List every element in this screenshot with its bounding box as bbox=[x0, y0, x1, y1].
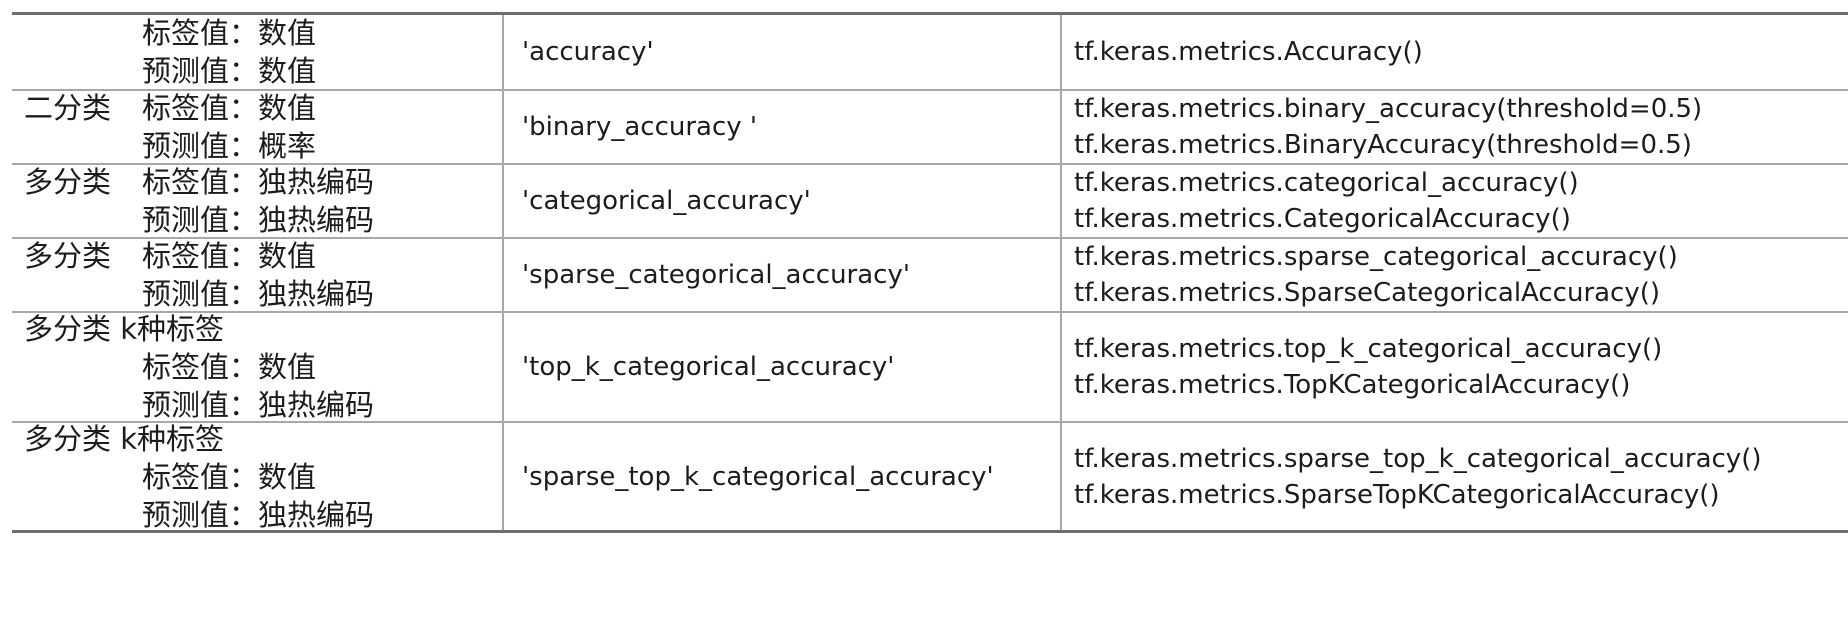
metric-function-cell: tf.keras.metrics.categorical_accuracy() … bbox=[1060, 165, 1848, 237]
category-label bbox=[24, 14, 142, 52]
metric-string-cell: 'sparse_top_k_categorical_accuracy' bbox=[502, 423, 1060, 530]
category-label: 多分类 k种标签 bbox=[24, 421, 225, 456]
value-type-text: 标签值：数值 bbox=[142, 91, 317, 125]
metric-string: 'sparse_categorical_accuracy' bbox=[522, 260, 911, 290]
table-row: 多分类 k种标签 标签值：数值 预测值：独热编码 'sparse_top_k_c… bbox=[12, 420, 1848, 532]
metric-string: 'binary_accuracy ' bbox=[522, 112, 758, 142]
value-type-text: 预测值：独热编码 bbox=[142, 497, 375, 532]
metric-string: 'accuracy' bbox=[522, 37, 654, 67]
description-line: 标签值：数值 bbox=[24, 458, 502, 496]
description-cell: 多分类 标签值：数值 预测值：独热编码 bbox=[12, 239, 502, 311]
metric-function: tf.keras.metrics.sparse_top_k_categorica… bbox=[1074, 443, 1762, 474]
value-type-text: 标签值：数值 bbox=[142, 239, 317, 273]
value-type-text: 预测值：数值 bbox=[142, 54, 317, 88]
value-type-text: 标签值：数值 bbox=[142, 350, 317, 384]
description-line: 多分类 k种标签 bbox=[24, 420, 502, 458]
metric-string-cell: 'binary_accuracy ' bbox=[502, 91, 1060, 163]
category-label: 多分类 bbox=[24, 239, 112, 273]
category-label: 二分类 bbox=[24, 91, 112, 125]
value-type-text: 预测值：独热编码 bbox=[142, 388, 375, 422]
metric-function: tf.keras.metrics.categorical_accuracy() bbox=[1074, 168, 1579, 198]
value-type-text: 标签值：数值 bbox=[142, 459, 317, 494]
metric-function: tf.keras.metrics.binary_accuracy(thresho… bbox=[1074, 94, 1703, 124]
value-type-text: 标签值：独热编码 bbox=[142, 165, 375, 199]
description-line: 预测值：独热编码 bbox=[24, 201, 502, 239]
metric-string-cell: 'top_k_categorical_accuracy' bbox=[502, 313, 1060, 421]
metric-string: 'top_k_categorical_accuracy' bbox=[522, 352, 895, 382]
category-label bbox=[24, 52, 142, 90]
metric-function: tf.keras.metrics.SparseTopKCategoricalAc… bbox=[1074, 479, 1720, 510]
metric-function-cell: tf.keras.metrics.top_k_categorical_accur… bbox=[1060, 313, 1848, 421]
description-line: 标签值：数值 bbox=[24, 348, 502, 386]
description-cell: 多分类 k种标签 标签值：数值 预测值：独热编码 bbox=[12, 420, 502, 532]
metric-function-cell: tf.keras.metrics.Accuracy() bbox=[1060, 15, 1848, 89]
metric-function: tf.keras.metrics.SparseCategoricalAccura… bbox=[1074, 278, 1661, 308]
description-line: 多分类 k种标签 bbox=[24, 310, 502, 348]
metric-function: tf.keras.metrics.BinaryAccuracy(threshol… bbox=[1074, 130, 1692, 160]
metric-function: tf.keras.metrics.Accuracy() bbox=[1074, 37, 1423, 67]
metric-function-cell: tf.keras.metrics.binary_accuracy(thresho… bbox=[1060, 91, 1848, 163]
category-label: 多分类 k种标签 bbox=[24, 312, 225, 346]
category-label bbox=[24, 201, 142, 239]
description-line: 多分类 标签值：独热编码 bbox=[24, 163, 502, 201]
description-line: 标签值：数值 bbox=[24, 14, 502, 52]
table-row: 多分类 标签值：独热编码 预测值：独热编码 'categorical_accur… bbox=[12, 163, 1848, 237]
description-line: 预测值：独热编码 bbox=[24, 275, 502, 313]
table-row: 二分类 标签值：数值 预测值：概率 'binary_accuracy ' tf.… bbox=[12, 89, 1848, 163]
metric-function: tf.keras.metrics.TopKCategoricalAccuracy… bbox=[1074, 370, 1631, 400]
value-type-text: 预测值：独热编码 bbox=[142, 203, 375, 237]
description-line: 预测值：独热编码 bbox=[24, 386, 502, 424]
value-type-text: 预测值：概率 bbox=[142, 129, 317, 163]
description-line: 二分类 标签值：数值 bbox=[24, 89, 502, 127]
description-line: 预测值：独热编码 bbox=[24, 496, 502, 534]
table-row: 多分类 k种标签 标签值：数值 预测值：独热编码 'top_k_categori… bbox=[12, 310, 1848, 424]
category-label bbox=[24, 458, 142, 496]
table-row: 标签值：数值 预测值：数值 'accuracy' tf.keras.metric… bbox=[12, 15, 1848, 89]
description-cell: 二分类 标签值：数值 预测值：概率 bbox=[12, 91, 502, 163]
category-label bbox=[24, 348, 142, 386]
metric-function-cell: tf.keras.metrics.sparse_categorical_accu… bbox=[1060, 239, 1848, 311]
table-row: 多分类 标签值：数值 预测值：独热编码 'sparse_categorical_… bbox=[12, 237, 1848, 311]
category-label bbox=[24, 127, 142, 165]
value-type-text: 预测值：独热编码 bbox=[142, 277, 375, 311]
metrics-table: 标签值：数值 预测值：数值 'accuracy' tf.keras.metric… bbox=[12, 12, 1848, 533]
metric-string-cell: 'sparse_categorical_accuracy' bbox=[502, 239, 1060, 311]
category-label bbox=[24, 496, 142, 534]
metric-function-cell: tf.keras.metrics.sparse_top_k_categorica… bbox=[1060, 423, 1848, 530]
metric-function: tf.keras.metrics.top_k_categorical_accur… bbox=[1074, 334, 1663, 364]
metric-function: tf.keras.metrics.sparse_categorical_accu… bbox=[1074, 242, 1678, 272]
metric-function: tf.keras.metrics.CategoricalAccuracy() bbox=[1074, 204, 1571, 234]
metric-string: 'categorical_accuracy' bbox=[522, 186, 811, 216]
description-cell: 多分类 k种标签 标签值：数值 预测值：独热编码 bbox=[12, 310, 502, 424]
category-label bbox=[24, 275, 142, 313]
metric-string-cell: 'categorical_accuracy' bbox=[502, 165, 1060, 237]
description-cell: 标签值：数值 预测值：数值 bbox=[12, 15, 502, 89]
value-type-text: 标签值：数值 bbox=[142, 16, 317, 50]
metric-string-cell: 'accuracy' bbox=[502, 15, 1060, 89]
metric-string: 'sparse_top_k_categorical_accuracy' bbox=[522, 461, 994, 492]
description-line: 预测值：概率 bbox=[24, 127, 502, 165]
category-label bbox=[24, 386, 142, 424]
description-cell: 多分类 标签值：独热编码 预测值：独热编码 bbox=[12, 165, 502, 237]
description-line: 多分类 标签值：数值 bbox=[24, 237, 502, 275]
description-line: 预测值：数值 bbox=[24, 52, 502, 90]
category-label: 多分类 bbox=[24, 165, 112, 199]
